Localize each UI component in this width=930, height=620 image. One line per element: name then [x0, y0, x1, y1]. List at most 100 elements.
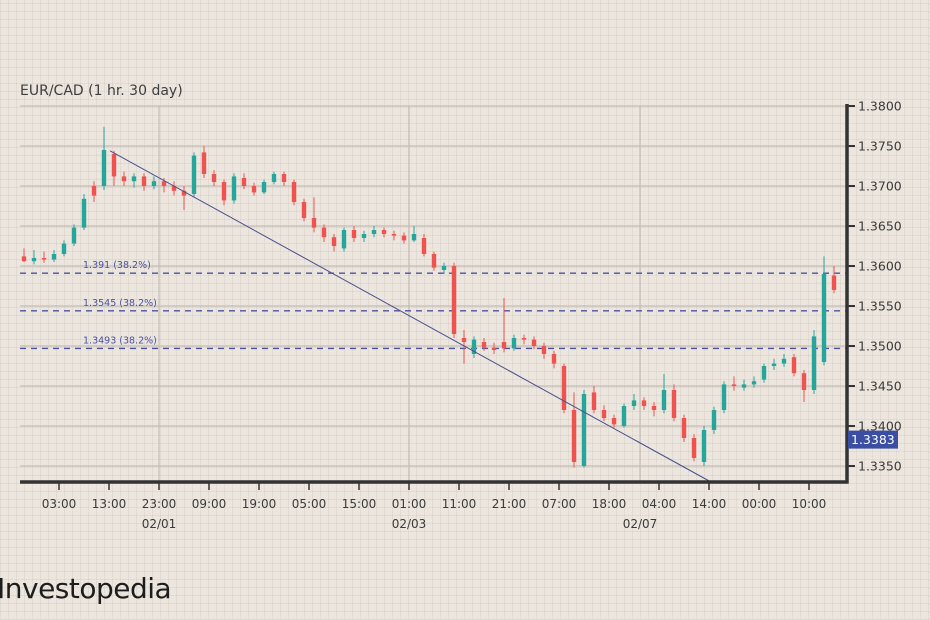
candle-body	[501, 342, 507, 349]
candle-up	[51, 250, 57, 262]
candle-body	[481, 342, 487, 348]
candle-body	[491, 347, 497, 350]
candle-down	[691, 434, 697, 462]
candle-down	[421, 234, 427, 257]
candles	[21, 126, 837, 468]
candle-up	[271, 171, 277, 185]
candle-down	[401, 232, 407, 244]
candle-down	[611, 414, 617, 428]
candle-down	[491, 342, 497, 354]
candle-body	[411, 234, 417, 241]
candle-up	[511, 334, 517, 351]
candle-body	[61, 243, 67, 254]
candle-body	[81, 198, 87, 228]
candle-body	[611, 418, 617, 425]
candle-down	[461, 330, 467, 364]
candle-body	[421, 238, 427, 254]
candle-body	[51, 254, 57, 260]
candle-body	[291, 182, 297, 202]
candle-down	[431, 251, 437, 271]
candle-body	[221, 182, 227, 201]
candle-body	[521, 338, 527, 340]
candle-down	[181, 186, 187, 210]
candle-down	[41, 251, 47, 263]
candle-body	[821, 274, 827, 362]
x-tick-label: 09:00	[192, 497, 227, 511]
candle-body	[321, 227, 327, 238]
candle-down	[221, 179, 227, 206]
candle-down	[171, 181, 177, 196]
candle-up	[631, 394, 637, 410]
candle-down	[251, 182, 257, 196]
candle-down	[551, 350, 557, 369]
candle-up	[341, 227, 347, 252]
candle-up	[701, 426, 707, 466]
candle-up	[821, 256, 827, 366]
candle-body	[791, 357, 797, 374]
date-label: 02/07	[623, 517, 658, 531]
candle-down	[311, 197, 317, 233]
x-tick-label: 13:00	[92, 497, 127, 511]
candle-up	[81, 194, 87, 230]
date-label: 02/01	[142, 517, 177, 531]
candle-body	[721, 384, 727, 410]
candle-body	[281, 174, 287, 182]
candle-down	[281, 171, 287, 186]
candle-down	[831, 266, 837, 294]
candle-body	[21, 256, 27, 262]
candle-down	[681, 414, 687, 442]
candle-body	[71, 227, 77, 244]
candle-down	[651, 402, 657, 417]
candle-down	[641, 397, 647, 410]
candle-body	[591, 392, 597, 410]
candle-body	[241, 178, 247, 186]
candle-body	[801, 373, 807, 390]
candle-body	[461, 338, 467, 342]
candle-down	[111, 150, 117, 186]
candle-body	[661, 390, 667, 410]
candle-down	[501, 298, 507, 353]
x-tick-label: 00:00	[742, 497, 777, 511]
candle-down	[671, 384, 677, 422]
candle-body	[111, 154, 117, 177]
y-tick-label: 1.3650	[858, 219, 902, 234]
candle-down	[331, 234, 337, 252]
candle-body	[571, 410, 577, 462]
candle-body	[671, 390, 677, 418]
candle-down	[121, 171, 127, 186]
candle-body	[561, 366, 567, 410]
y-tick-label: 1.3500	[858, 339, 902, 354]
candle-up	[361, 230, 367, 242]
candle-down	[571, 392, 577, 468]
candle-body	[211, 174, 217, 182]
candle-body	[151, 181, 157, 186]
fib-level-label: 1.3545 (38.2%)	[83, 298, 157, 309]
candle-body	[131, 176, 137, 182]
candle-down	[201, 146, 207, 178]
y-tick-label: 1.3800	[858, 99, 902, 114]
candle-down	[241, 173, 247, 190]
candle-up	[101, 126, 107, 190]
candle-body	[381, 230, 387, 234]
candle-up	[411, 226, 417, 242]
candle-body	[191, 155, 197, 194]
candle-body	[341, 230, 347, 249]
x-tick-label: 01:00	[392, 497, 427, 511]
y-tick-label: 1.3550	[858, 299, 902, 314]
candle-up	[231, 173, 237, 204]
candle-body	[181, 190, 187, 196]
y-tick-label: 1.3400	[858, 419, 902, 434]
candle-body	[701, 430, 707, 462]
candle-up	[761, 363, 767, 383]
candle-body	[271, 174, 277, 182]
x-tick-label: 07:00	[542, 497, 577, 511]
y-tick-label: 1.3700	[858, 179, 902, 194]
candle-body	[631, 400, 637, 406]
date-label: 02/03	[392, 517, 427, 531]
candle-body	[741, 384, 747, 388]
candle-body	[731, 384, 737, 386]
candle-up	[621, 403, 627, 428]
candle-down	[451, 262, 457, 338]
candle-body	[401, 235, 407, 241]
